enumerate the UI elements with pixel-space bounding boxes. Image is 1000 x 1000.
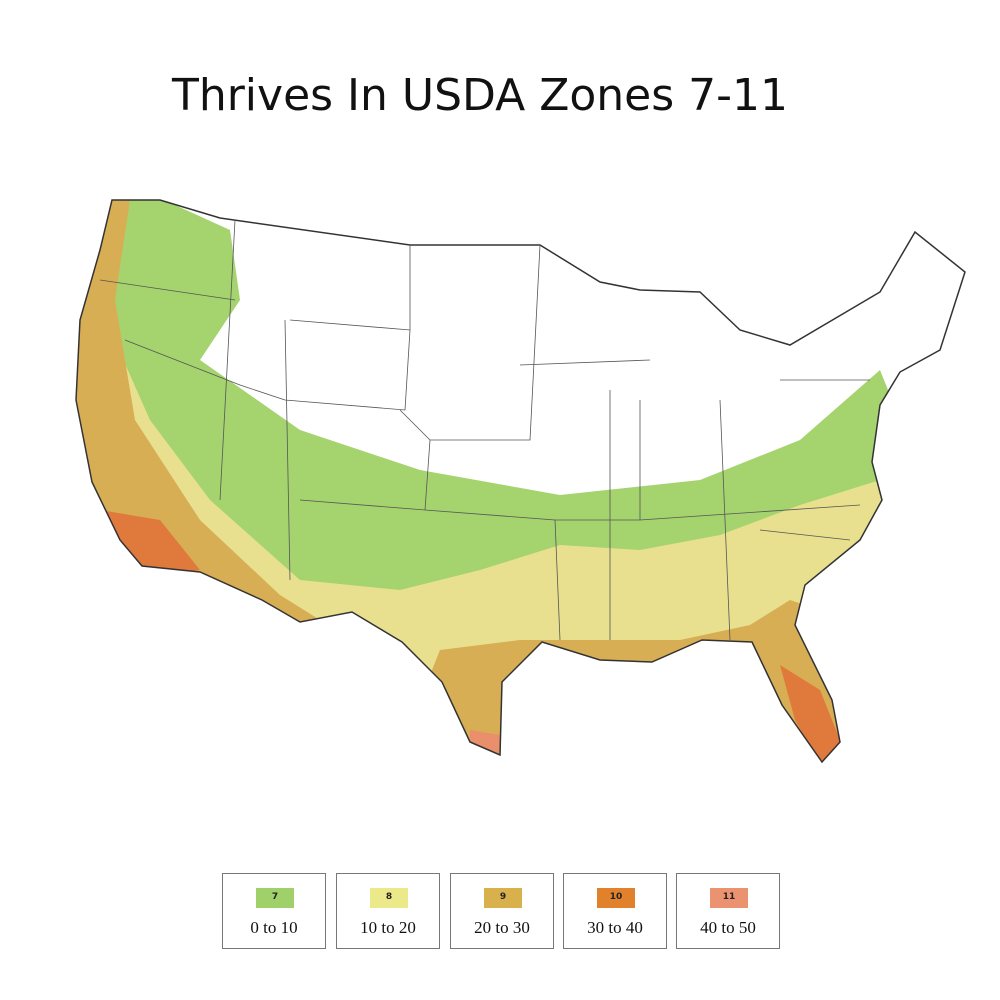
legend-item: 7 0 to 10	[222, 873, 326, 949]
legend-range: 40 to 50	[700, 918, 756, 937]
legend-range: 10 to 20	[360, 918, 416, 937]
legend-swatch: 11	[710, 888, 748, 908]
legend-swatch: 10	[597, 888, 635, 908]
title: Thrives In USDA Zones 7-11	[171, 70, 789, 121]
legend-range: 30 to 40	[587, 918, 643, 937]
state-lines	[99, 219, 870, 641]
legend-swatch: 7	[256, 888, 294, 908]
legend-range: 0 to 10	[250, 918, 298, 937]
map	[75, 199, 966, 763]
legend-item: 9 20 to 30	[450, 873, 554, 949]
legend-swatch: 8	[370, 888, 408, 908]
legend-swatch: 9	[484, 888, 522, 908]
zone-areas	[76, 200, 965, 762]
legend-item: 11 40 to 50	[676, 873, 780, 949]
legend-range: 20 to 30	[474, 918, 530, 937]
legend-item: 10 30 to 40	[563, 873, 667, 949]
legend-item: 8 10 to 20	[336, 873, 440, 949]
